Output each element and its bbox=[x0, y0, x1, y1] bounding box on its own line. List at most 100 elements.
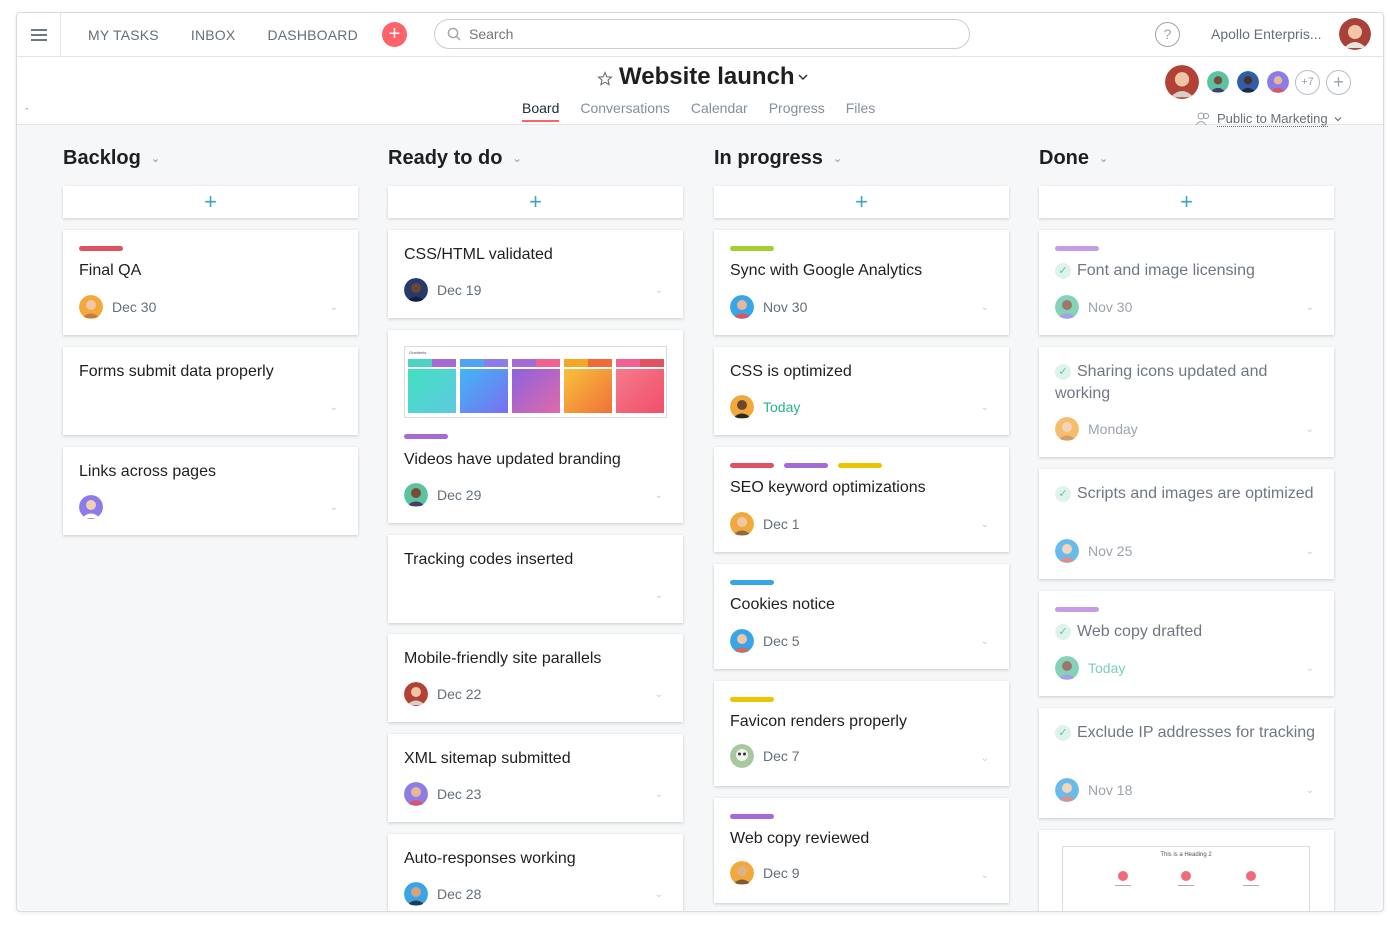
member-avatar[interactable] bbox=[1205, 69, 1231, 95]
tab-files[interactable]: Files bbox=[845, 100, 876, 116]
task-card[interactable]: Web copy reviewed Dec 9 ⌄ bbox=[714, 798, 1009, 903]
assignee-avatar[interactable] bbox=[1055, 417, 1079, 441]
attachment-thumbnail[interactable]: Gradients bbox=[404, 346, 667, 418]
organization-switcher[interactable]: Apollo Enterpris... bbox=[1211, 26, 1322, 42]
column-header[interactable]: Done ⌄ bbox=[1039, 147, 1108, 170]
add-task-button[interactable]: + bbox=[1039, 186, 1334, 218]
card-chevron-icon[interactable]: ⌄ bbox=[1305, 785, 1314, 796]
search-input[interactable] bbox=[469, 26, 949, 42]
task-card[interactable]: ✓ Exclude IP addresses for tracking Nov 1… bbox=[1039, 708, 1334, 818]
chevron-down-icon[interactable]: ⌄ bbox=[832, 153, 843, 165]
assignee-avatar[interactable] bbox=[1055, 539, 1079, 563]
assignee-avatar[interactable] bbox=[730, 395, 754, 419]
assignee-avatar[interactable] bbox=[404, 882, 428, 906]
favorite-star-icon[interactable] bbox=[597, 71, 613, 87]
add-task-button[interactable]: + bbox=[714, 186, 1009, 218]
card-chevron-icon[interactable]: ⌄ bbox=[654, 490, 663, 501]
assignee-avatar[interactable] bbox=[404, 483, 428, 507]
card-chevron-icon[interactable]: ⌄ bbox=[1305, 546, 1314, 557]
task-card[interactable]: ✓ Sharing icons updated and working Monda… bbox=[1039, 347, 1334, 457]
nav-inbox[interactable]: INBOX bbox=[190, 27, 236, 43]
card-chevron-icon[interactable]: ⌄ bbox=[980, 519, 989, 530]
card-chevron-icon[interactable]: ⌄ bbox=[980, 302, 989, 313]
user-avatar[interactable] bbox=[1339, 18, 1371, 50]
assignee-avatar[interactable] bbox=[730, 744, 754, 768]
member-avatar[interactable] bbox=[1265, 69, 1291, 95]
task-card[interactable]: ✓ Web copy drafted Today ⌄ bbox=[1039, 591, 1334, 696]
column-header[interactable]: In progress ⌄ bbox=[714, 147, 842, 170]
task-card[interactable]: ✓ Font and image licensing Nov 30 ⌄ bbox=[1039, 230, 1334, 335]
completed-check-icon[interactable]: ✓ bbox=[1055, 364, 1071, 380]
task-card[interactable]: Final QA Dec 30 ⌄ bbox=[63, 230, 358, 335]
assignee-avatar[interactable] bbox=[730, 861, 754, 885]
card-chevron-icon[interactable]: ⌄ bbox=[654, 689, 663, 700]
task-card[interactable]: Auto-responses working Dec 28 ⌄ bbox=[388, 834, 683, 911]
card-chevron-icon[interactable]: ⌄ bbox=[654, 789, 663, 800]
card-chevron-icon[interactable]: ⌄ bbox=[1305, 663, 1314, 674]
task-card[interactable]: SEO keyword optimizations Dec 1 ⌄ bbox=[714, 447, 1009, 552]
task-card[interactable]: This is a Heading 2 bbox=[1039, 830, 1334, 911]
search-box[interactable] bbox=[434, 19, 970, 49]
add-task-button[interactable]: + bbox=[388, 186, 683, 218]
quick-add-plus-icon[interactable]: + bbox=[382, 22, 407, 47]
task-card[interactable]: XML sitemap submitted Dec 23 ⌄ bbox=[388, 734, 683, 822]
task-card[interactable]: Mobile-friendly site parallels Dec 22 ⌄ bbox=[388, 634, 683, 722]
assignee-avatar[interactable] bbox=[404, 682, 428, 706]
completed-check-icon[interactable]: ✓ bbox=[1055, 624, 1071, 640]
task-card[interactable]: Gradients Videos have updated branding D… bbox=[388, 330, 683, 523]
tab-progress[interactable]: Progress bbox=[768, 100, 825, 116]
task-card[interactable]: Links across pages ⌄ bbox=[63, 447, 358, 535]
completed-check-icon[interactable]: ✓ bbox=[1055, 486, 1071, 502]
assignee-avatar[interactable] bbox=[730, 295, 754, 319]
tab-conversations[interactable]: Conversations bbox=[580, 100, 670, 116]
task-card[interactable]: Sync with Google Analytics Nov 30 ⌄ bbox=[714, 230, 1009, 335]
assignee-avatar[interactable] bbox=[730, 629, 754, 653]
task-card[interactable]: ✓ Scripts and images are optimized Nov 25… bbox=[1039, 469, 1334, 579]
help-icon[interactable]: ? bbox=[1155, 22, 1180, 47]
card-chevron-icon[interactable]: ⌄ bbox=[1305, 302, 1314, 313]
card-chevron-icon[interactable]: ⌄ bbox=[980, 636, 989, 647]
project-menu-chevron-icon[interactable] bbox=[797, 71, 809, 83]
nav-dashboard[interactable]: DASHBOARD bbox=[267, 27, 358, 43]
hamburger-menu-icon[interactable] bbox=[17, 13, 61, 57]
card-chevron-icon[interactable]: ⌄ bbox=[654, 889, 663, 900]
column-header[interactable]: Backlog ⌄ bbox=[63, 147, 160, 170]
attachment-thumbnail[interactable]: This is a Heading 2 bbox=[1062, 846, 1310, 911]
more-members-button[interactable]: +7 bbox=[1295, 69, 1320, 95]
assignee-avatar[interactable] bbox=[79, 295, 103, 319]
card-chevron-icon[interactable]: ⌄ bbox=[654, 590, 663, 601]
assignee-avatar[interactable] bbox=[1055, 778, 1079, 802]
card-chevron-icon[interactable]: ⌄ bbox=[329, 502, 338, 513]
card-chevron-icon[interactable]: ⌄ bbox=[980, 753, 989, 764]
assignee-avatar[interactable] bbox=[730, 512, 754, 536]
add-task-button[interactable]: + bbox=[63, 186, 358, 218]
completed-check-icon[interactable]: ✓ bbox=[1055, 725, 1071, 741]
tab-calendar[interactable]: Calendar bbox=[690, 100, 748, 116]
card-chevron-icon[interactable]: ⌄ bbox=[980, 870, 989, 881]
assignee-avatar[interactable] bbox=[404, 782, 428, 806]
privacy-setting[interactable]: Public to Marketing bbox=[1195, 111, 1342, 127]
assignee-avatar[interactable] bbox=[1055, 295, 1079, 319]
member-avatar[interactable] bbox=[1163, 63, 1201, 101]
column-header[interactable]: Ready to do ⌄ bbox=[388, 147, 522, 170]
card-chevron-icon[interactable]: ⌄ bbox=[1305, 424, 1314, 435]
task-card[interactable]: CSS is optimized Today ⌄ bbox=[714, 347, 1009, 435]
assignee-avatar[interactable] bbox=[79, 495, 103, 519]
completed-check-icon[interactable]: ✓ bbox=[1055, 263, 1071, 279]
task-card[interactable]: Forms submit data properly ⌄ bbox=[63, 347, 358, 435]
card-chevron-icon[interactable]: ⌄ bbox=[654, 285, 663, 296]
task-card[interactable]: Cookies notice Dec 5 ⌄ bbox=[714, 564, 1009, 669]
chevron-down-icon[interactable]: ⌄ bbox=[512, 153, 522, 165]
add-member-plus-icon[interactable]: + bbox=[1326, 69, 1351, 95]
chevron-down-icon[interactable]: ⌄ bbox=[150, 153, 161, 165]
chevron-down-icon[interactable]: ⌄ bbox=[1099, 153, 1109, 165]
collapse-header-icon[interactable]: ˆ bbox=[25, 107, 29, 119]
member-avatar[interactable] bbox=[1235, 69, 1261, 95]
card-chevron-icon[interactable]: ⌄ bbox=[980, 402, 989, 413]
assignee-avatar[interactable] bbox=[404, 278, 428, 302]
card-chevron-icon[interactable]: ⌄ bbox=[329, 302, 338, 313]
tab-board[interactable]: Board bbox=[522, 100, 560, 122]
card-chevron-icon[interactable]: ⌄ bbox=[329, 402, 338, 413]
task-card[interactable]: Favicon renders properly Dec 7 ⌄ bbox=[714, 681, 1009, 786]
assignee-avatar[interactable] bbox=[1055, 656, 1079, 680]
